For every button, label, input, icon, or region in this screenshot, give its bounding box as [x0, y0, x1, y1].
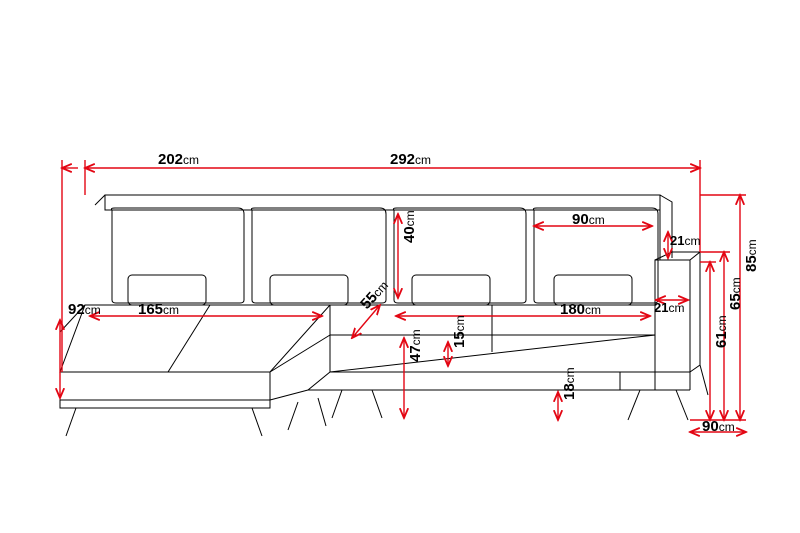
dim-inner-seat-h: 15cm	[452, 315, 467, 348]
dim-cushion-w: 90cm	[572, 212, 605, 227]
dim-arm-top-h: 21cm	[670, 234, 700, 247]
dim-seat-floor-h: 47cm	[408, 329, 423, 362]
drawing-svg	[0, 0, 800, 533]
sofa-dimension-diagram: { "diagram": { "type": "technical-drawin…	[0, 0, 800, 533]
dim-back-h: 65cm	[728, 277, 743, 310]
dim-depth-right: 90cm	[702, 419, 735, 434]
dim-overall-h: 85cm	[744, 239, 759, 272]
dim-chaise-width: 92cm	[68, 302, 101, 317]
dim-leg-h: 18cm	[562, 367, 577, 400]
dim-left-depth: 202cm	[158, 152, 199, 167]
dim-chaise-inner: 165cm	[138, 302, 179, 317]
dim-arm-h: 61cm	[714, 315, 729, 348]
dimension-lines	[60, 160, 746, 432]
dim-right-seats-w: 180cm	[560, 302, 601, 317]
dim-back-cushion-h: 40cm	[402, 210, 417, 243]
dim-arm-front-w: 21cm	[654, 301, 684, 314]
dim-total-width: 292cm	[390, 152, 431, 167]
